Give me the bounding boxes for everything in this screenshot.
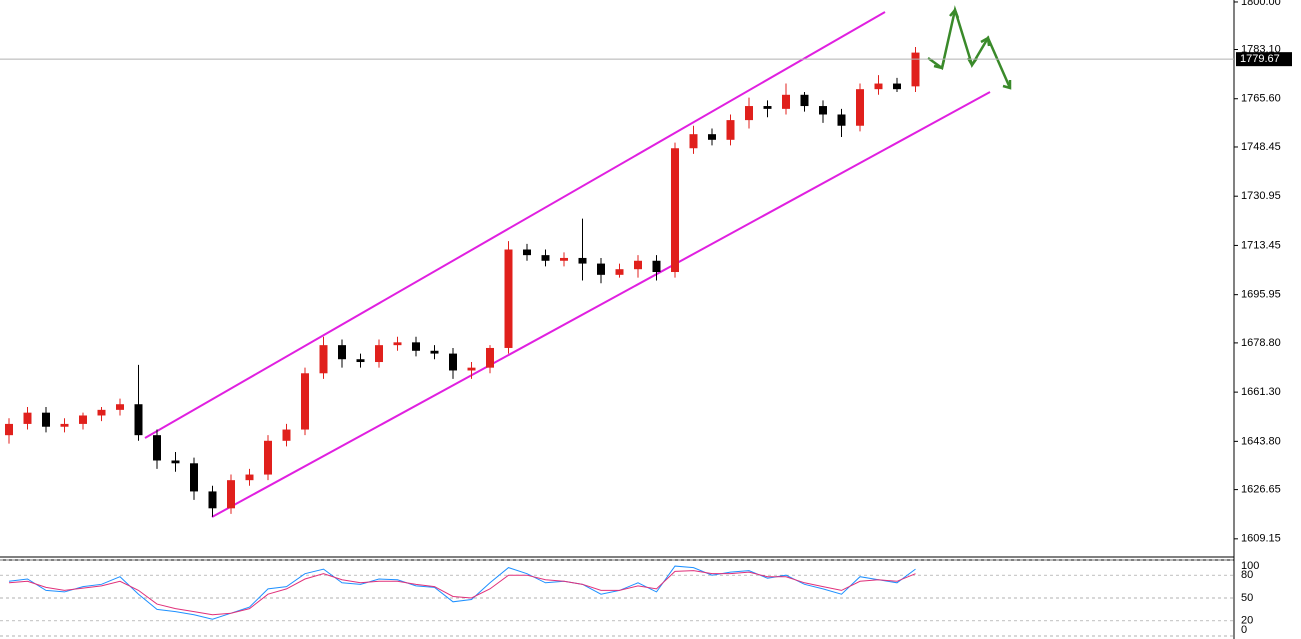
candle-body bbox=[208, 491, 217, 509]
candle-body bbox=[338, 345, 346, 360]
candle-body bbox=[97, 409, 106, 416]
forecast-arrows bbox=[927, 5, 1012, 90]
candle-body bbox=[652, 260, 661, 273]
y-tick-label: 1695.95 bbox=[1241, 289, 1281, 301]
candle-body bbox=[671, 148, 679, 273]
candle-body bbox=[42, 412, 50, 427]
candle-body bbox=[375, 345, 383, 363]
current-price-label: 1779.67 bbox=[1240, 53, 1280, 65]
current-price-box bbox=[1236, 52, 1292, 67]
candle-body bbox=[356, 359, 365, 363]
y-tick-label: 20 bbox=[1241, 615, 1253, 627]
candle-body bbox=[726, 120, 735, 140]
candle-body bbox=[449, 353, 457, 371]
candle-body bbox=[782, 94, 790, 109]
candle-body bbox=[504, 249, 513, 348]
candle-body bbox=[634, 260, 642, 270]
candle-body bbox=[153, 435, 161, 461]
candle-body bbox=[893, 83, 901, 90]
arrowhead bbox=[966, 57, 979, 68]
candle-body bbox=[190, 463, 198, 492]
arrowhead bbox=[933, 59, 946, 70]
indicator-line bbox=[8, 565, 916, 620]
indicator-line bbox=[8, 570, 916, 616]
y-tick-label: 1748.45 bbox=[1241, 141, 1281, 153]
candle-body bbox=[541, 255, 550, 261]
y-tick-label: 1643.80 bbox=[1241, 435, 1281, 447]
candle-body bbox=[245, 474, 254, 481]
candle-body bbox=[116, 404, 124, 410]
candle-body bbox=[412, 342, 420, 351]
y-tick-label: 80 bbox=[1241, 569, 1253, 581]
candle-body bbox=[264, 440, 272, 475]
candle-body bbox=[5, 423, 13, 436]
candle-body bbox=[837, 114, 846, 126]
candle-body bbox=[486, 347, 494, 368]
channel-upper bbox=[144, 11, 886, 439]
candle-body bbox=[763, 106, 772, 109]
y-tick-label: 1661.30 bbox=[1241, 386, 1281, 398]
candle-body bbox=[430, 350, 439, 354]
candle-body bbox=[319, 345, 328, 374]
candle-body bbox=[708, 134, 716, 140]
y-tick-label: 0 bbox=[1241, 624, 1247, 636]
arrowhead bbox=[1002, 80, 1012, 90]
candle-body bbox=[60, 423, 69, 427]
arrowhead bbox=[949, 7, 960, 19]
candle-body bbox=[874, 83, 883, 90]
arrowhead bbox=[980, 35, 991, 47]
candle-body bbox=[745, 106, 753, 121]
candle-body bbox=[282, 429, 291, 441]
y-tick-label: 1765.60 bbox=[1241, 93, 1281, 105]
candle-body bbox=[615, 269, 624, 275]
candle-body bbox=[689, 134, 698, 149]
y-tick-label: 1730.95 bbox=[1241, 190, 1281, 202]
candle-body bbox=[393, 342, 402, 346]
candle-body bbox=[523, 249, 531, 256]
y-tick-label: 1800.00 bbox=[1241, 0, 1281, 8]
candle-body bbox=[467, 367, 476, 371]
candle-body bbox=[227, 480, 235, 509]
channel-lower bbox=[211, 91, 991, 518]
y-tick-label: 1609.15 bbox=[1241, 533, 1281, 545]
candle-body bbox=[171, 460, 180, 464]
candle-body bbox=[79, 415, 87, 424]
candle-body bbox=[134, 404, 143, 436]
candle-body bbox=[800, 94, 809, 107]
y-tick-label: 1626.65 bbox=[1241, 484, 1281, 496]
candle-body bbox=[856, 89, 864, 126]
y-tick-label: 1713.45 bbox=[1241, 239, 1281, 251]
y-tick-label: 50 bbox=[1241, 592, 1253, 604]
candle-body bbox=[911, 52, 920, 87]
candle-body bbox=[819, 106, 827, 115]
y-tick-label: 1678.80 bbox=[1241, 337, 1281, 349]
candle-body bbox=[578, 257, 587, 264]
y-tick-label: 100 bbox=[1241, 560, 1259, 572]
candle-body bbox=[560, 257, 568, 261]
candle-body bbox=[597, 263, 605, 275]
candle-body bbox=[23, 412, 32, 424]
candle-body bbox=[301, 373, 309, 430]
